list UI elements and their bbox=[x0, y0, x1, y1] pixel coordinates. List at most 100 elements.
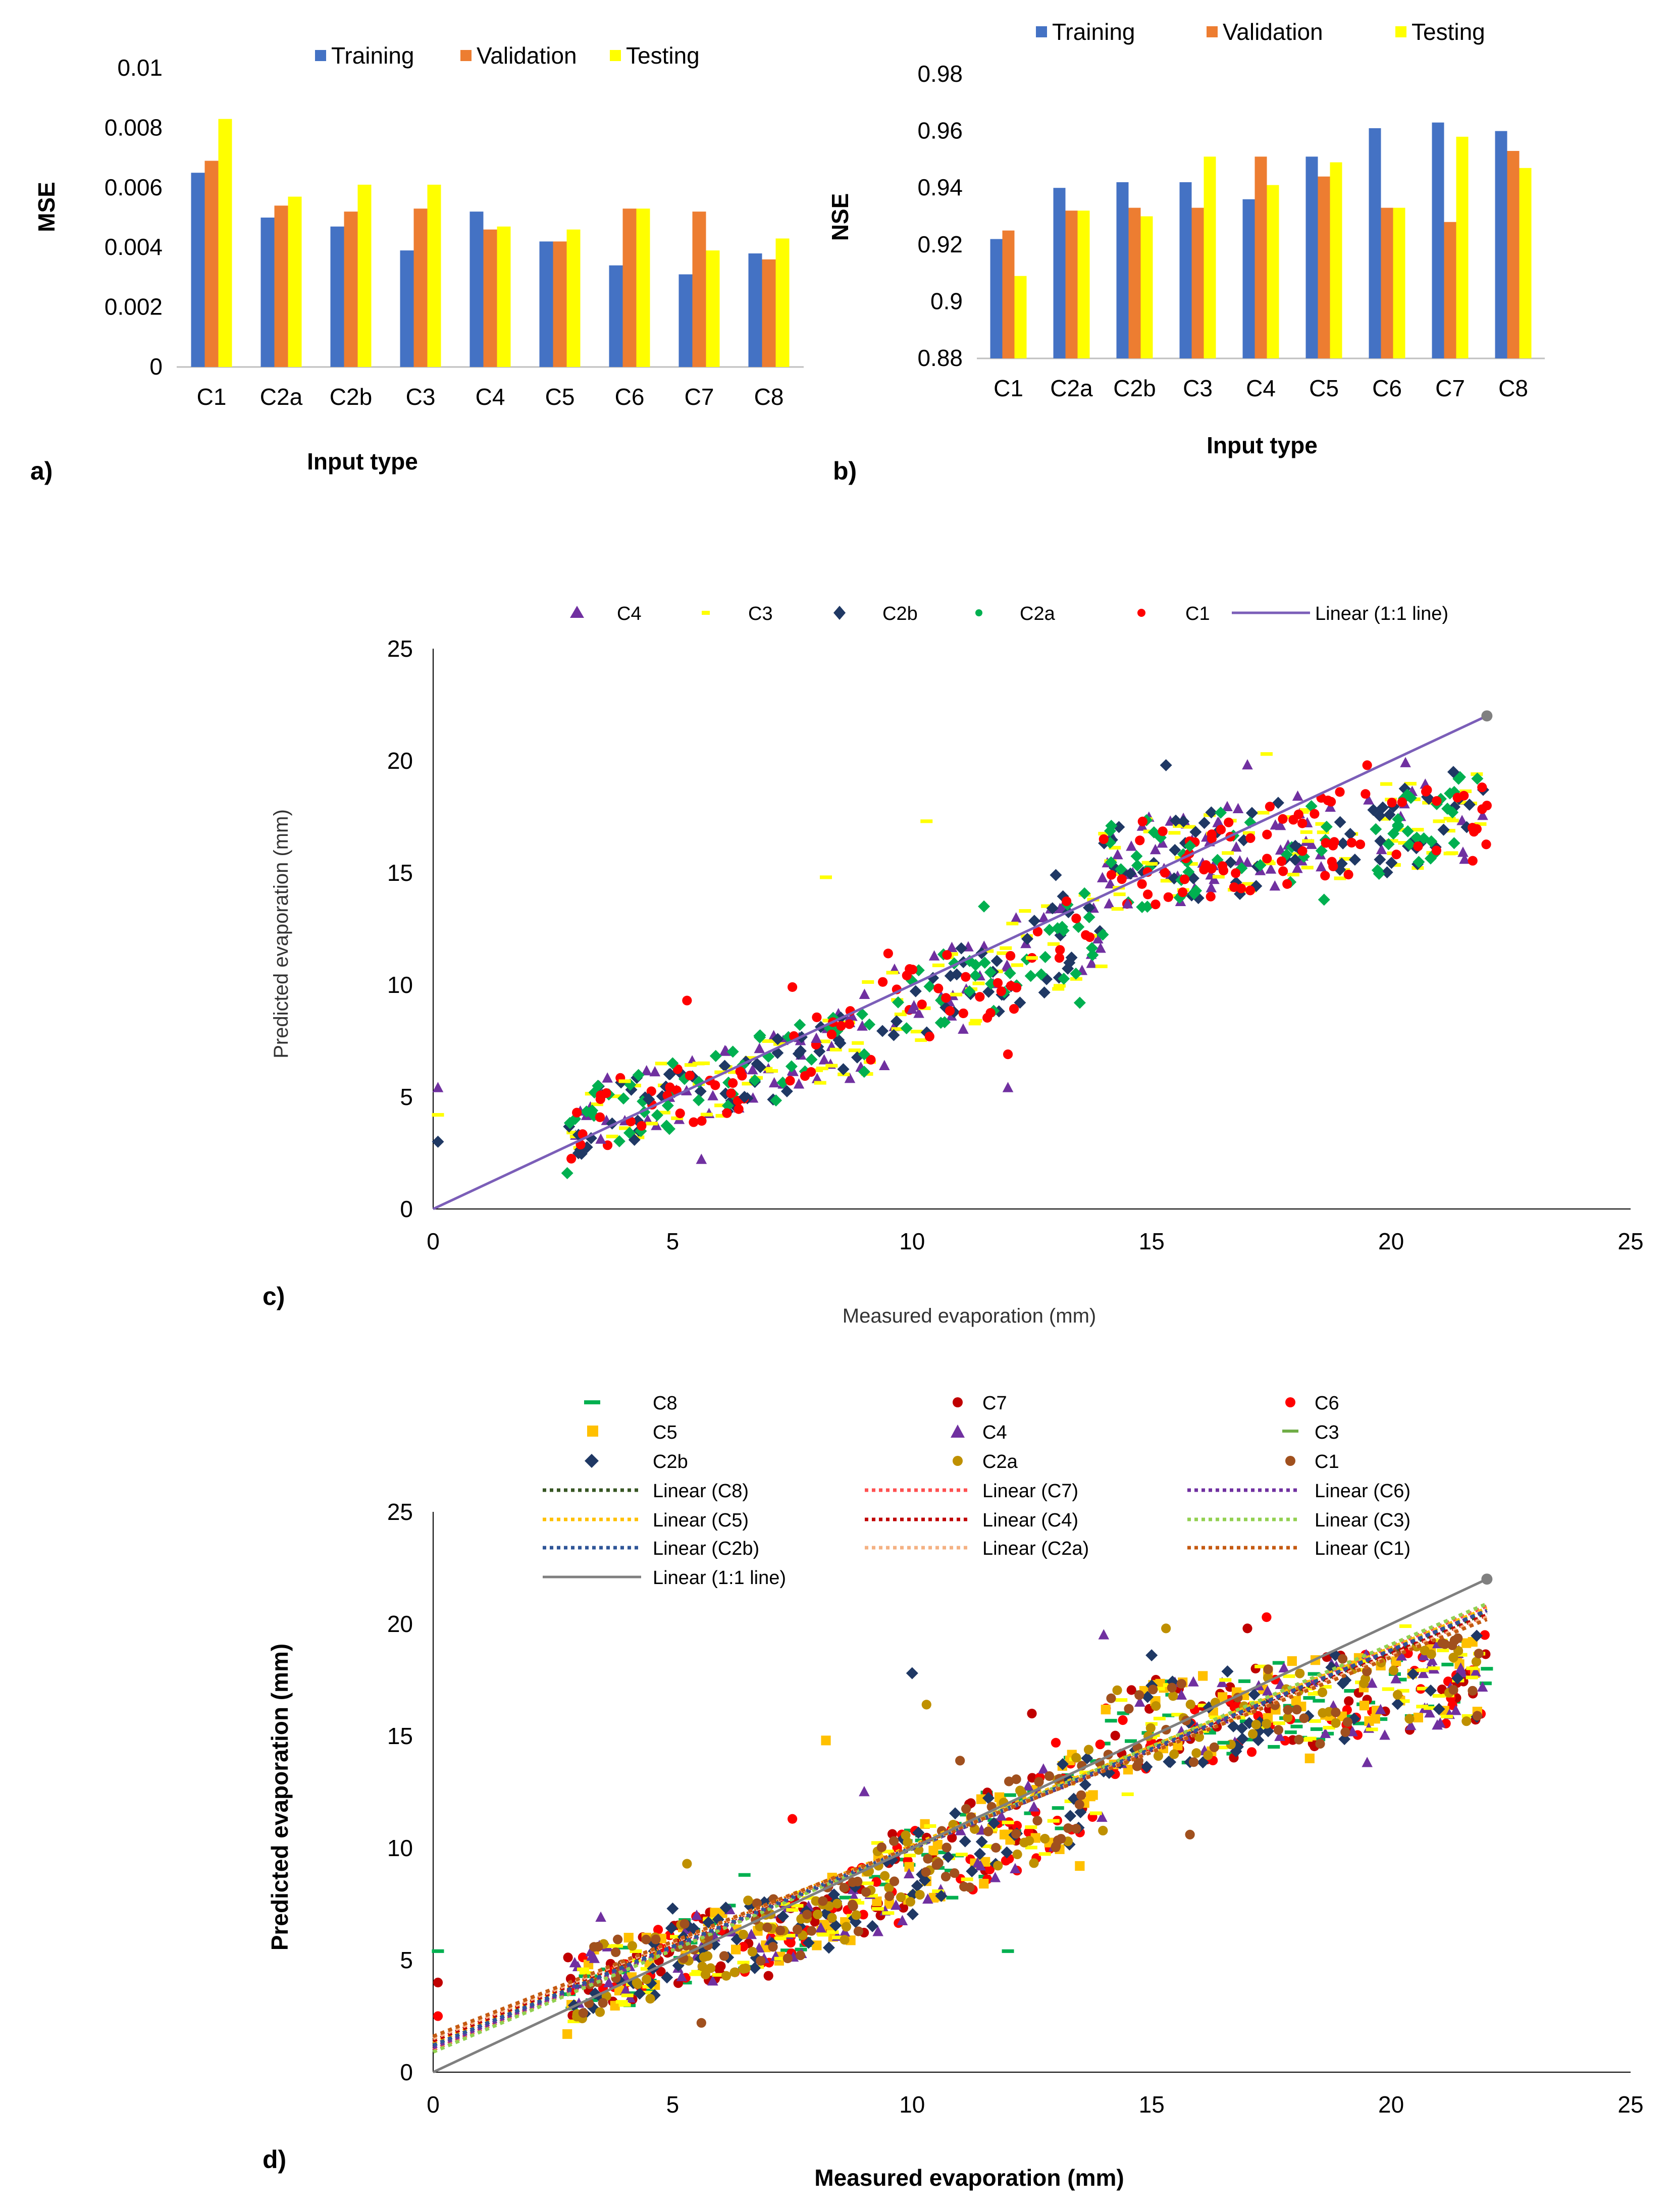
point-c2b bbox=[1433, 1703, 1445, 1715]
bar-validation-c3 bbox=[1191, 207, 1204, 358]
point-c1 bbox=[1135, 835, 1145, 846]
point-c5 bbox=[1101, 1704, 1111, 1715]
point-c3 bbox=[1145, 862, 1158, 866]
legend-1to1-label: Linear (1:1 line) bbox=[653, 1567, 786, 1589]
point-c3 bbox=[1047, 942, 1060, 946]
point-c1 bbox=[1297, 846, 1308, 856]
point-c5 bbox=[980, 1857, 990, 1867]
point-c3 bbox=[742, 1082, 754, 1086]
legend-trend-c1-label: Linear (C1) bbox=[1315, 1538, 1410, 1559]
point-c1 bbox=[992, 978, 1003, 988]
point-c3 bbox=[1006, 921, 1019, 926]
bar-training-c6 bbox=[609, 265, 623, 367]
point-c4 bbox=[1400, 757, 1411, 767]
point-c1 bbox=[853, 1876, 863, 1887]
point-c2a bbox=[969, 969, 981, 982]
point-c1 bbox=[1321, 838, 1331, 848]
point-c2a bbox=[1071, 1753, 1081, 1763]
point-c3 bbox=[972, 981, 985, 985]
legend-c5-label: C5 bbox=[653, 1422, 677, 1443]
panel-c-x-title: Measured evaporation (mm) bbox=[843, 1305, 1096, 1327]
panel-b-y-ticks: 0.88 0.9 0.92 0.94 0.96 0.98 bbox=[917, 61, 963, 371]
legend-c2b-label: C2b bbox=[653, 1451, 688, 1472]
legend-c2a-marker bbox=[953, 1456, 963, 1466]
point-c4 bbox=[1418, 1650, 1429, 1661]
point-c2a bbox=[1315, 845, 1328, 857]
point-c3 bbox=[862, 980, 874, 984]
point-c3 bbox=[981, 1844, 994, 1848]
point-c6 bbox=[1118, 1715, 1128, 1725]
point-c2b bbox=[1236, 1732, 1249, 1745]
point-c3 bbox=[712, 1973, 724, 1977]
point-c3 bbox=[658, 1111, 671, 1115]
point-c1 bbox=[665, 1082, 675, 1092]
point-c4 bbox=[649, 1066, 661, 1077]
point-c1 bbox=[878, 977, 888, 987]
point-c3 bbox=[1153, 1716, 1166, 1721]
x-tick-label-c3: C3 bbox=[1183, 375, 1213, 401]
y-tick-label: 20 bbox=[387, 1611, 413, 1637]
x-tick-label-c7: C7 bbox=[1435, 375, 1465, 401]
point-c8 bbox=[1055, 1826, 1067, 1830]
point-c1 bbox=[1006, 981, 1016, 991]
panel-d-1to1-line bbox=[432, 1577, 1488, 2074]
point-c2a bbox=[1461, 1716, 1472, 1726]
point-c4 bbox=[1176, 1689, 1187, 1700]
panel-a-mse-bar-chart: Training Validation Testing 00.0020.0040… bbox=[30, 42, 804, 485]
point-c4 bbox=[1450, 1705, 1461, 1715]
bar-testing-c7 bbox=[706, 250, 720, 367]
point-c1 bbox=[1185, 1829, 1195, 1839]
point-c2a bbox=[915, 1889, 925, 1900]
point-c2a bbox=[811, 1896, 821, 1906]
panel-d-x-title: Measured evaporation (mm) bbox=[814, 2165, 1124, 2191]
point-c5 bbox=[1085, 1792, 1095, 1802]
point-c2a bbox=[1043, 924, 1056, 936]
point-c2b bbox=[642, 1093, 655, 1105]
point-c6 bbox=[738, 1941, 748, 1952]
point-c2a bbox=[840, 1935, 850, 1945]
point-c8 bbox=[1162, 1713, 1175, 1717]
legend-c3-label: C3 bbox=[1315, 1422, 1339, 1443]
point-c2b bbox=[1471, 1629, 1483, 1642]
x-tick-label: 20 bbox=[1378, 2091, 1404, 2118]
point-c3 bbox=[1109, 846, 1121, 850]
point-c2a bbox=[1169, 1749, 1179, 1759]
y-tick-label: 20 bbox=[387, 748, 413, 774]
point-c3 bbox=[566, 1130, 579, 1135]
point-c5 bbox=[1359, 1701, 1370, 1711]
point-c2b bbox=[1198, 817, 1211, 829]
point-c2b bbox=[1074, 1806, 1087, 1819]
point-c2a bbox=[580, 1105, 593, 1118]
point-c1 bbox=[812, 1012, 822, 1022]
legend-c4-marker bbox=[570, 606, 584, 618]
point-c2a bbox=[896, 1892, 906, 1902]
point-c4 bbox=[1231, 841, 1242, 852]
point-c3 bbox=[646, 1122, 658, 1126]
legend-c7-marker bbox=[953, 1397, 963, 1407]
point-c2b bbox=[1169, 844, 1181, 856]
x-tick-label-c8: C8 bbox=[1498, 375, 1528, 401]
point-c1 bbox=[782, 1953, 793, 1964]
point-c4 bbox=[907, 1003, 918, 1014]
point-c4 bbox=[1320, 1727, 1331, 1739]
point-c4 bbox=[1242, 759, 1253, 770]
point-c2b bbox=[834, 1037, 847, 1049]
point-c3 bbox=[1257, 811, 1270, 815]
point-c4 bbox=[928, 950, 940, 961]
point-c3 bbox=[1301, 866, 1314, 870]
point-c4 bbox=[1457, 847, 1469, 857]
point-c4 bbox=[1206, 882, 1217, 892]
point-c2b bbox=[1038, 986, 1051, 999]
point-c1 bbox=[924, 1031, 934, 1041]
point-c1 bbox=[1051, 1842, 1061, 1853]
point-c2a bbox=[697, 1961, 707, 1972]
point-c7 bbox=[1126, 1685, 1136, 1695]
point-c5 bbox=[1364, 1716, 1374, 1726]
point-c6 bbox=[1001, 1856, 1011, 1866]
point-c1 bbox=[595, 1094, 605, 1104]
point-c7 bbox=[656, 1967, 666, 1977]
point-c2a bbox=[863, 1018, 876, 1031]
point-c8 bbox=[1292, 1719, 1304, 1723]
point-c2b bbox=[1221, 1665, 1234, 1678]
point-c3 bbox=[1222, 851, 1234, 855]
